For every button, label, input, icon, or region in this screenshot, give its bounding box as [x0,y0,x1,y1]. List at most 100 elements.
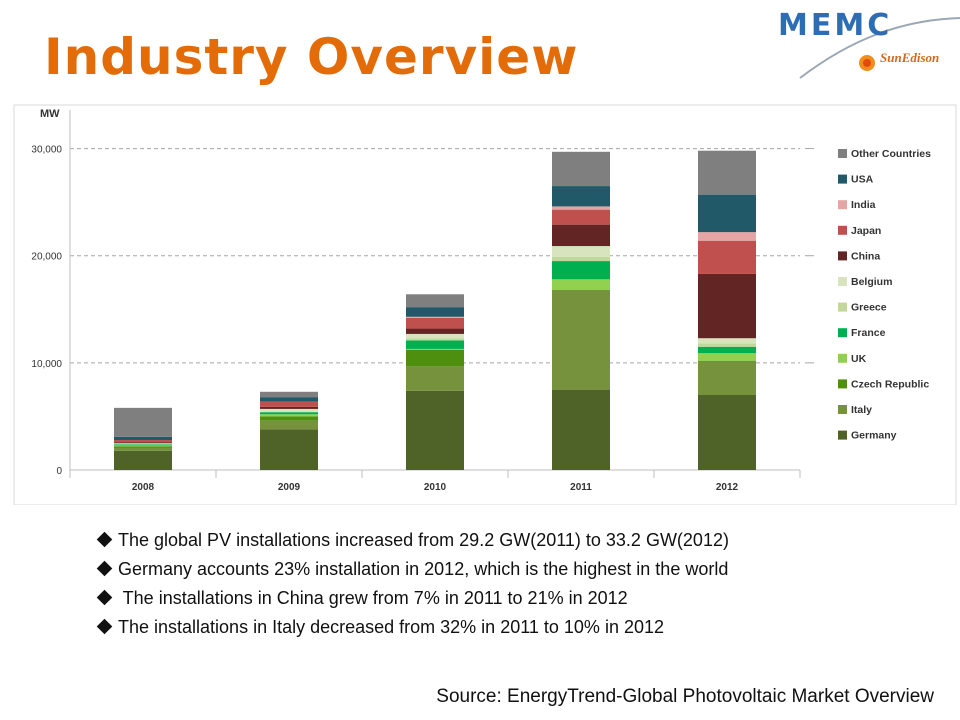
legend-label: China [851,250,880,262]
legend-label: India [851,199,876,211]
bullet-item: Germany accounts 23% installation in 201… [96,555,729,584]
bar-segment [406,338,464,341]
bar-segment [698,338,756,344]
bar-segment [698,360,756,362]
bar-segment [406,348,464,350]
diamond-bullet-icon [96,560,113,577]
bar-segment [406,294,464,308]
bar-segment [260,401,318,407]
bullet-list: The global PV installations increased fr… [96,526,729,642]
x-tick-label: 2010 [424,482,447,493]
legend-swatch [838,277,847,286]
bar-segment [552,206,610,210]
bar-segment [698,395,756,470]
bar-segment [406,328,464,334]
bar-segment [260,416,318,421]
bar-segment [552,151,610,187]
bullet-text: Germany accounts 23% installation in 201… [118,559,729,579]
bar-segment [552,186,610,207]
bar-segment [698,273,756,339]
bullet-item: The installations in China grew from 7% … [96,584,729,613]
bar-segment [260,412,318,415]
bar-segment [114,443,172,445]
legend-label: USA [851,174,874,186]
legend-swatch [838,405,847,414]
bar-segment [406,390,464,470]
stacked-bar-chart: 0 10,000 20,000 30,000 MW 2008 2009 2010 2011 201… [13,104,957,505]
bar-segment [698,240,756,274]
bar-segment [698,343,756,347]
bar-segment [552,279,610,290]
bar-segment [260,408,318,413]
bar-segment [114,447,172,451]
bar-segment [260,420,318,430]
logo-memc-text: MEMC [778,8,893,43]
legend-label: Czech Republic [851,378,929,390]
legend-swatch [838,251,847,261]
legend-swatch [838,353,847,363]
chart-frame [13,104,957,505]
y-tick-label: 10,000 [31,359,62,370]
bar-segment [698,194,756,233]
legend-swatch [838,430,847,440]
bar-segment [406,317,464,329]
diamond-bullet-icon [96,618,113,635]
bar-segment [698,232,756,241]
legend-label: UK [851,353,867,365]
bar-segment [552,261,610,280]
bar-segment [114,444,172,446]
bar-segment [406,316,464,318]
legend-label: Greece [851,302,887,314]
y-tick-label: 0 [56,466,62,477]
x-tick-label: 2011 [570,482,592,493]
bullet-text: The installations in China grew from 7% … [118,588,628,608]
legend-swatch [838,328,847,338]
bar-segment [114,445,172,447]
bar-segment [114,407,172,437]
legend-swatch [838,379,847,389]
logo-swoosh [799,17,960,79]
diamond-bullet-icon [96,589,113,606]
bar-segment [260,391,318,398]
bar-segment [698,150,756,195]
legend-swatch [838,174,847,184]
bar-segment [114,446,172,448]
company-logo: MEMC SunEdison [770,0,960,100]
y-tick-label: 30,000 [31,145,62,156]
logo-sunedison-text: SunEdison [880,50,940,65]
legend-swatch [838,302,847,312]
bar-segment [698,361,756,395]
bar-segment [114,450,172,470]
legend-label: Japan [851,225,881,237]
bar-segment [698,353,756,361]
y-tick-label: 20,000 [31,252,62,263]
legend-label: France [851,327,886,339]
bar-segment [260,406,318,409]
bar-segment [552,290,610,390]
bar-segment [260,414,318,417]
bar-segment [114,436,172,440]
y-axis-label: MW [40,108,60,120]
bar-segment [552,256,610,262]
x-tick-label: 2008 [132,482,155,493]
bar-segment [406,366,464,391]
bar-segment [552,246,610,257]
page-title: Industry Overview [44,28,579,86]
legend-swatch [838,200,847,210]
bullet-text: The global PV installations increased fr… [118,530,729,550]
bar-segment [114,440,172,443]
legend-label: Other Countries [851,148,931,160]
legend-label: Belgium [851,276,892,288]
source-citation: Source: EnergyTrend-Global Photovoltaic … [436,686,934,707]
legend-label: Germany [851,430,897,442]
bar-segment [406,350,464,367]
bullet-item: The global PV installations increased fr… [96,526,729,555]
bar-segment [552,389,610,470]
bar-segment [406,307,464,317]
bar-segment [552,224,610,247]
x-tick-label: 2009 [278,482,301,493]
legend-swatch [838,149,847,158]
bar-segment [552,209,610,225]
bullet-item: The installations in Italy decreased fro… [96,613,729,642]
bullet-text: The installations in Italy decreased fro… [118,617,664,637]
